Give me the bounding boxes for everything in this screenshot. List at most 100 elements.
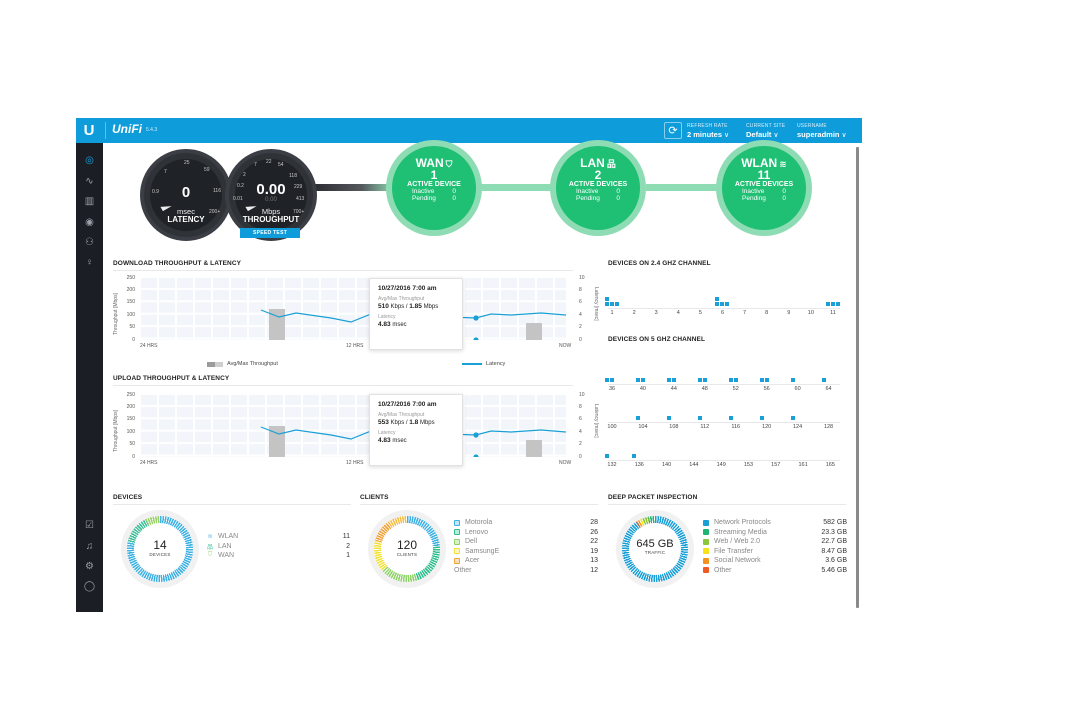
refresh-icon: ⟳ (668, 125, 678, 137)
lan-node[interactable]: LAN 品 2 ACTIVE DEVICES Inactive 0 Pending 0 (550, 140, 646, 236)
legend-item[interactable]: Other 5.46 GB (703, 566, 847, 576)
device-marker[interactable] (790, 378, 795, 382)
device-marker[interactable] (697, 378, 702, 382)
device-marker[interactable] (632, 454, 637, 458)
username-label: USERNAME (797, 123, 827, 129)
clients-donut[interactable]: 120 CLIENTS (368, 510, 446, 588)
device-marker[interactable] (610, 378, 614, 382)
device-marker[interactable] (666, 416, 671, 420)
sidebar-item-settings[interactable]: ⚙ (82, 559, 97, 574)
insights-icon: ♀ (85, 257, 94, 268)
device-marker[interactable] (666, 378, 671, 382)
device-marker[interactable] (702, 378, 707, 382)
sidebar-item-dashboard[interactable]: ◎ (82, 153, 97, 168)
sidebar-item-map[interactable]: ▥ (82, 194, 97, 209)
refresh-button[interactable]: ⟳ (664, 122, 682, 139)
channel-label: 64 (825, 386, 832, 392)
legend-latency[interactable]: Latency (462, 361, 505, 367)
device-marker[interactable] (764, 378, 769, 382)
legend-item[interactable]: File Transfer 8.47 GB (703, 547, 847, 557)
legend-item[interactable]: Streaming Media 23.3 GB (703, 528, 847, 538)
dpi-legend: Network Protocols 582 GB Streaming Media 23… (703, 518, 847, 575)
device-marker[interactable] (825, 302, 830, 306)
sidebar-item-insights[interactable]: ♀ (82, 255, 97, 270)
current-site-value: Default (746, 130, 772, 139)
device-marker[interactable] (759, 416, 764, 420)
lan-title: LAN (580, 156, 605, 170)
device-marker[interactable] (728, 416, 733, 420)
device-marker[interactable] (635, 416, 640, 420)
device-marker[interactable] (759, 378, 764, 382)
y2-tick: 6 (579, 299, 582, 305)
username-dropdown[interactable]: USERNAME superadmin ∨ (797, 123, 847, 139)
device-marker[interactable] (715, 302, 720, 306)
refresh-rate-dropdown[interactable]: REFRESH RATE 2 minutes ∨ (687, 123, 729, 139)
device-marker[interactable] (725, 302, 730, 306)
current-site-dropdown[interactable]: CURRENT SITE Default ∨ (746, 123, 785, 139)
wan-desc: ACTIVE DEVICE (407, 181, 461, 188)
legend-item[interactable]: Lenovo 26 (454, 528, 598, 538)
topology-connector (481, 184, 561, 191)
clients-legend: Motorola 28 Lenovo 26 Dell 22 SamsungE 19 Acer 13… (454, 518, 598, 575)
device-marker[interactable] (615, 302, 619, 306)
vertical-scrollbar[interactable] (856, 147, 859, 608)
download-chart[interactable]: Throughput [Mbps] 250 200 150 100 50 0 2… (113, 273, 599, 349)
device-marker[interactable] (728, 378, 733, 382)
device-marker[interactable] (605, 302, 609, 306)
section-divider (608, 504, 846, 505)
device-marker[interactable] (635, 378, 640, 382)
sidebar-item-alerts[interactable]: ♫ (82, 539, 97, 554)
legend-item[interactable]: Acer 13 (454, 556, 598, 566)
upload-chart[interactable]: Throughput [Mbps] 250 200 150 100 50 0 2… (113, 390, 599, 466)
sidebar-item-devices[interactable]: ◉ (82, 215, 97, 230)
legend-item[interactable]: Social Network 3.6 GB (703, 556, 847, 566)
device-marker[interactable] (605, 378, 609, 382)
legend-item-wlan[interactable]: ≋ WLAN 11 (206, 532, 350, 542)
device-marker[interactable] (605, 454, 609, 458)
ubiquiti-logo[interactable]: U (83, 122, 95, 139)
devices-donut[interactable]: 14 DEVICES (121, 510, 199, 588)
device-marker[interactable] (733, 378, 738, 382)
sidebar-item-statistics[interactable]: ∿ (82, 174, 97, 189)
legend-item[interactable]: Web / Web 2.0 22.7 GB (703, 537, 847, 547)
legend-item-lan[interactable]: 品 LAN 2 (206, 542, 350, 552)
dpi-donut[interactable]: 645 GB TRAFFIC (616, 510, 694, 588)
device-marker[interactable] (640, 378, 645, 382)
channel-label: 56 (763, 386, 770, 392)
legend-item[interactable]: SamsungE 19 (454, 547, 598, 557)
device-marker[interactable] (671, 378, 676, 382)
clients-icon: ⚇ (85, 237, 94, 248)
legend-name: WLAN (218, 533, 239, 541)
device-marker[interactable] (605, 297, 609, 301)
speed-test-button[interactable]: SPEED TEST (240, 228, 300, 238)
shield-icon: ⛉ (207, 552, 213, 559)
throughput-sub-value: 0.00 (265, 197, 277, 203)
legend-throughput[interactable]: Avg/Max Throughput (207, 361, 278, 367)
y-tick: 0 (132, 454, 135, 460)
legend-item[interactable]: Dell 22 (454, 537, 598, 547)
legend-item[interactable]: Network Protocols 582 GB (703, 518, 847, 528)
legend-item[interactable]: Motorola 28 (454, 518, 598, 528)
legend-label: Latency (486, 361, 506, 367)
legend-value: 2 (346, 542, 350, 550)
sidebar-item-events[interactable]: ☑ (82, 518, 97, 533)
x-tick: NOW (559, 460, 572, 466)
device-marker[interactable] (835, 302, 840, 306)
device-marker[interactable] (697, 416, 702, 420)
devices-icon: ◉ (85, 217, 94, 228)
device-marker[interactable] (610, 302, 614, 306)
legend-item-wan[interactable]: ⛉ WAN 1 (206, 551, 350, 561)
gauge-tick: 118 (289, 173, 297, 179)
statistics-icon: ∿ (85, 176, 94, 187)
device-marker[interactable] (830, 302, 835, 306)
device-marker[interactable] (715, 297, 720, 301)
device-marker[interactable] (720, 302, 725, 306)
wan-node[interactable]: WAN ⛉ 1 ACTIVE DEVICE Inactive 0 Pending 0 (386, 140, 482, 236)
device-marker[interactable] (790, 416, 795, 420)
device-marker[interactable] (821, 378, 826, 382)
legend-item[interactable]: Other 12 (454, 566, 598, 576)
sidebar-item-chat[interactable]: ◯ (82, 579, 97, 594)
legend-value: 582 GB (823, 519, 847, 527)
sidebar-item-clients[interactable]: ⚇ (82, 235, 97, 250)
wlan-node[interactable]: WLAN ≋ 11 ACTIVE DEVICES Inactive 0 Pendin… (716, 140, 812, 236)
